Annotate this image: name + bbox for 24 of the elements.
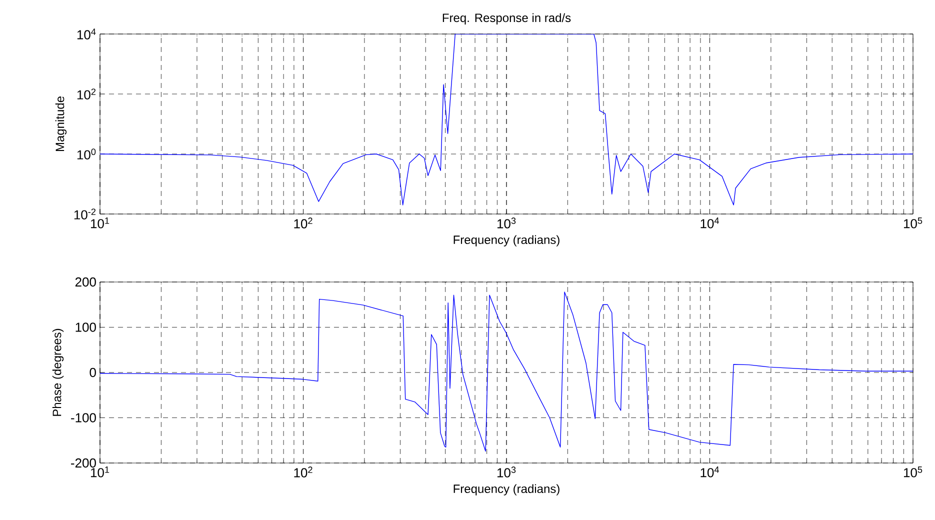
y-tick-label: 200 bbox=[75, 277, 96, 287]
x-axis-title: Frequency (radians) bbox=[454, 484, 560, 496]
x-tick-label: 10$^{2}$ bbox=[294, 466, 312, 478]
y-tick-label: 10$^{0}$ bbox=[77, 148, 96, 160]
x-tick-label: 10$^{3}$ bbox=[497, 466, 516, 478]
x-tick-label: 10$^{2}$ bbox=[294, 218, 312, 228]
y-tick-label: -200 bbox=[71, 458, 96, 468]
chart-title: Freq. Response in rad/s bbox=[442, 13, 571, 24]
x-tick-label: 10$^{4}$ bbox=[700, 218, 720, 228]
y-tick-label: -100 bbox=[71, 413, 96, 422]
x-axis-title: Frequency (radians) bbox=[454, 235, 560, 246]
x-tick-label: 10$^{1}$ bbox=[90, 466, 110, 478]
y-axis-title: Magnitude bbox=[55, 96, 67, 152]
y-tick-label: 10$^{4}$ bbox=[77, 28, 96, 40]
y-axis-title: Phase (degrees) bbox=[52, 328, 64, 416]
x-tick-label: 10$^{5}$ bbox=[904, 218, 922, 228]
x-tick-label: 10$^{3}$ bbox=[497, 218, 516, 228]
x-tick-label: 10$^{1}$ bbox=[90, 218, 110, 228]
x-tick-label: 10$^{5}$ bbox=[904, 466, 922, 478]
y-tick-label: 10$^{-2}$ bbox=[74, 208, 96, 220]
y-tick-label: 0 bbox=[90, 368, 96, 378]
x-tick-label: 10$^{4}$ bbox=[700, 466, 720, 478]
y-tick-label: 10$^{2}$ bbox=[77, 88, 96, 100]
y-tick-label: 100 bbox=[76, 322, 96, 332]
